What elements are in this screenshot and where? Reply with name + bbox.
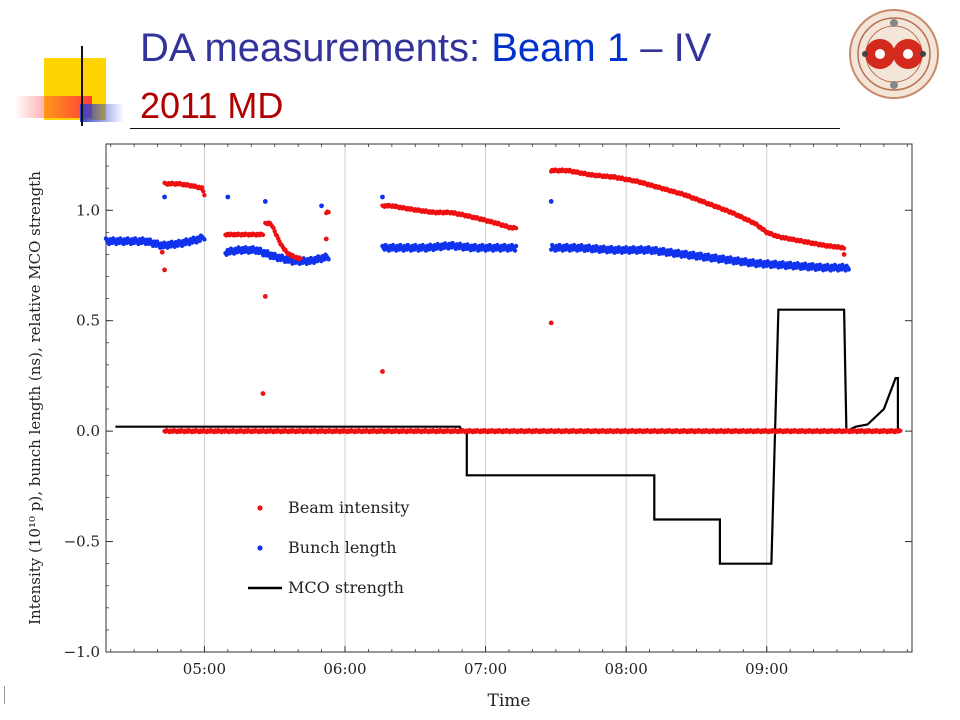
y-axis-label: Intensity (10¹⁰ p), bunch length (ns), r… bbox=[26, 171, 44, 625]
decorative-red-gradient-bar bbox=[14, 96, 92, 118]
bunch-length-point bbox=[326, 257, 331, 262]
beam-intensity-point bbox=[841, 252, 847, 257]
slide-title-part1: DA measurements: bbox=[140, 26, 492, 70]
chart: 05:00 06:00 07:00 08:00 09:00 −1.0 −0.5 0.0 0.5 1… bbox=[26, 143, 913, 711]
beam-intensity-point bbox=[326, 209, 331, 215]
beam-intensity-point bbox=[271, 225, 276, 231]
beam-intensity-point bbox=[841, 246, 847, 251]
decorative-vertical-line bbox=[81, 46, 83, 126]
slide-title-beam: Beam 1 bbox=[491, 26, 630, 70]
x-axis-label: Time bbox=[488, 691, 531, 711]
bunch-length-point bbox=[380, 194, 385, 200]
x-tick-label: 09:00 bbox=[745, 660, 788, 678]
legend-label: Beam intensity bbox=[288, 498, 409, 517]
bunch-length-point bbox=[548, 199, 554, 204]
title-underline bbox=[130, 128, 840, 129]
bunch-length-point bbox=[162, 194, 167, 200]
beam-intensity-point bbox=[202, 192, 207, 198]
bunch-length-point bbox=[846, 267, 851, 272]
beam-intensity-point bbox=[199, 185, 205, 190]
beam-intensity-point bbox=[298, 256, 303, 261]
x-tick-label: 05:00 bbox=[183, 660, 226, 678]
legend-swatch-marker bbox=[257, 505, 263, 511]
beam-intensity-point bbox=[548, 320, 554, 326]
bunch-length-point bbox=[319, 203, 324, 209]
bunch-length-point bbox=[202, 237, 207, 242]
y-tick-label: −1.0 bbox=[64, 643, 100, 661]
mco-strength-line bbox=[115, 308, 899, 565]
legend-label: MCO strength bbox=[288, 578, 404, 597]
beam-intensity-point bbox=[513, 226, 519, 231]
y-tick-label: 0.0 bbox=[76, 422, 100, 440]
bunch-length-point bbox=[262, 199, 268, 204]
y-tick-label: 1.0 bbox=[76, 201, 100, 219]
bunch-length-point bbox=[513, 243, 519, 249]
bunch-length-point bbox=[225, 194, 231, 200]
beam-intensity-point bbox=[898, 428, 903, 434]
y-tick-label: 0.5 bbox=[76, 312, 100, 330]
beam-intensity-point bbox=[201, 188, 206, 194]
beam-intensity-point bbox=[262, 294, 268, 299]
bunch-length-point bbox=[512, 248, 518, 253]
slide-subtitle: 2011 MD bbox=[140, 85, 284, 126]
beam-intensity-point bbox=[380, 369, 385, 374]
legend-swatch-marker bbox=[257, 545, 263, 551]
beam-intensity-point bbox=[159, 249, 165, 255]
legend-label: Bunch length bbox=[288, 538, 397, 557]
slide-margin-mark bbox=[4, 686, 5, 704]
beam-intensity-point bbox=[260, 232, 266, 238]
x-tick-label: 08:00 bbox=[605, 660, 648, 678]
beam-intensity-point bbox=[323, 236, 329, 242]
bunch-length-point bbox=[197, 238, 202, 243]
lhc-beam-cross-section-logo-icon bbox=[849, 9, 939, 99]
decorative-blue-gradient-bar bbox=[80, 104, 124, 122]
slide-title-part3: – IV bbox=[629, 26, 712, 70]
x-tick-label: 06:00 bbox=[323, 660, 366, 678]
beam-intensity-point bbox=[260, 391, 266, 396]
y-tick-label: −0.5 bbox=[64, 533, 100, 551]
x-tick-label: 07:00 bbox=[464, 660, 507, 678]
slide-title: DA measurements: Beam 1 – IV bbox=[140, 26, 711, 70]
beam-intensity-point bbox=[272, 229, 277, 234]
beam-intensity-point bbox=[162, 267, 167, 273]
plot-frame bbox=[105, 143, 913, 653]
